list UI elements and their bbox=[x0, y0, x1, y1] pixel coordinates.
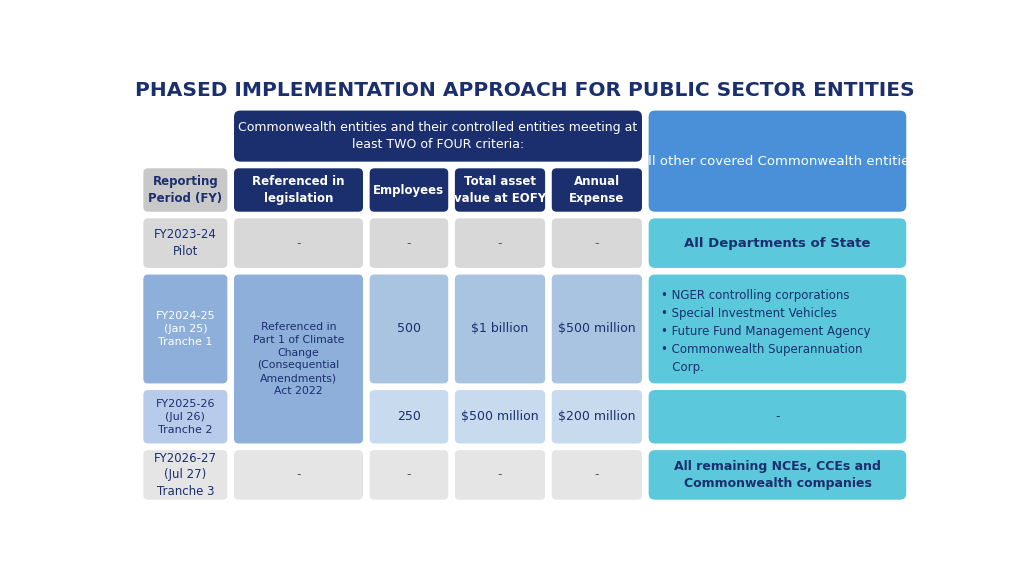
FancyBboxPatch shape bbox=[369, 217, 450, 270]
Text: -: - bbox=[498, 468, 502, 482]
Text: All Departments of State: All Departments of State bbox=[684, 237, 870, 249]
FancyBboxPatch shape bbox=[454, 449, 547, 501]
Text: Commonwealth entities and their controlled entities meeting at
least TWO of FOUR: Commonwealth entities and their controll… bbox=[239, 122, 638, 151]
FancyBboxPatch shape bbox=[647, 389, 907, 445]
Text: • Future Fund Management Agency: • Future Fund Management Agency bbox=[662, 325, 870, 338]
FancyBboxPatch shape bbox=[550, 273, 643, 385]
FancyBboxPatch shape bbox=[142, 389, 228, 445]
Text: Reporting
Period (FY): Reporting Period (FY) bbox=[148, 175, 222, 204]
Text: Corp.: Corp. bbox=[662, 361, 705, 374]
Text: $500 million: $500 million bbox=[461, 410, 539, 423]
FancyBboxPatch shape bbox=[647, 273, 907, 385]
FancyBboxPatch shape bbox=[232, 167, 365, 213]
FancyBboxPatch shape bbox=[454, 273, 547, 385]
Text: -: - bbox=[775, 410, 779, 423]
Text: • Special Investment Vehicles: • Special Investment Vehicles bbox=[662, 308, 838, 320]
FancyBboxPatch shape bbox=[454, 167, 547, 213]
FancyBboxPatch shape bbox=[142, 217, 228, 270]
Text: Referenced in
Part 1 of Climate
Change
(Consequential
Amendments)
Act 2022: Referenced in Part 1 of Climate Change (… bbox=[253, 322, 344, 396]
FancyBboxPatch shape bbox=[232, 217, 365, 270]
FancyBboxPatch shape bbox=[142, 273, 228, 385]
FancyBboxPatch shape bbox=[232, 273, 365, 445]
Text: -: - bbox=[296, 237, 301, 249]
Text: 500: 500 bbox=[397, 323, 421, 335]
FancyBboxPatch shape bbox=[454, 389, 547, 445]
Text: 250: 250 bbox=[397, 410, 421, 423]
FancyBboxPatch shape bbox=[647, 109, 907, 213]
Text: FY2024-25
(Jan 25)
Tranche 1: FY2024-25 (Jan 25) Tranche 1 bbox=[156, 311, 215, 347]
Text: • NGER controlling corporations: • NGER controlling corporations bbox=[662, 289, 850, 302]
Text: PHASED IMPLEMENTATION APPROACH FOR PUBLIC SECTOR ENTITIES: PHASED IMPLEMENTATION APPROACH FOR PUBLI… bbox=[135, 81, 914, 100]
FancyBboxPatch shape bbox=[369, 273, 450, 385]
FancyBboxPatch shape bbox=[550, 389, 643, 445]
FancyBboxPatch shape bbox=[369, 449, 450, 501]
Text: Referenced in
legislation: Referenced in legislation bbox=[252, 175, 345, 204]
Text: -: - bbox=[595, 237, 599, 249]
FancyBboxPatch shape bbox=[369, 167, 450, 213]
FancyBboxPatch shape bbox=[550, 217, 643, 270]
Text: -: - bbox=[296, 468, 301, 482]
FancyBboxPatch shape bbox=[647, 449, 907, 501]
Text: • Commonwealth Superannuation: • Commonwealth Superannuation bbox=[662, 343, 862, 357]
FancyBboxPatch shape bbox=[550, 449, 643, 501]
Text: Employees: Employees bbox=[374, 184, 444, 196]
Text: -: - bbox=[498, 237, 502, 249]
FancyBboxPatch shape bbox=[142, 167, 228, 213]
FancyBboxPatch shape bbox=[142, 449, 228, 501]
Text: $200 million: $200 million bbox=[558, 410, 636, 423]
Text: Annual
Expense: Annual Expense bbox=[569, 175, 625, 204]
FancyBboxPatch shape bbox=[369, 389, 450, 445]
FancyBboxPatch shape bbox=[454, 217, 547, 270]
Text: FY2025-26
(Jul 26)
Tranche 2: FY2025-26 (Jul 26) Tranche 2 bbox=[156, 399, 215, 434]
FancyBboxPatch shape bbox=[232, 109, 643, 163]
Text: $500 million: $500 million bbox=[558, 323, 636, 335]
FancyBboxPatch shape bbox=[647, 217, 907, 270]
FancyBboxPatch shape bbox=[232, 449, 365, 501]
Text: FY2023-24
Pilot: FY2023-24 Pilot bbox=[154, 229, 217, 258]
Text: -: - bbox=[407, 237, 412, 249]
Text: FY2026-27
(Jul 27)
Tranche 3: FY2026-27 (Jul 27) Tranche 3 bbox=[154, 452, 217, 498]
Text: All remaining NCEs, CCEs and
Commonwealth companies: All remaining NCEs, CCEs and Commonwealt… bbox=[674, 460, 881, 490]
Text: -: - bbox=[595, 468, 599, 482]
FancyBboxPatch shape bbox=[550, 167, 643, 213]
Text: All other covered Commonwealth entities: All other covered Commonwealth entities bbox=[639, 154, 916, 168]
Text: -: - bbox=[407, 468, 412, 482]
Text: $1 billion: $1 billion bbox=[471, 323, 528, 335]
Text: Total asset
value at EOFY: Total asset value at EOFY bbox=[454, 175, 546, 204]
